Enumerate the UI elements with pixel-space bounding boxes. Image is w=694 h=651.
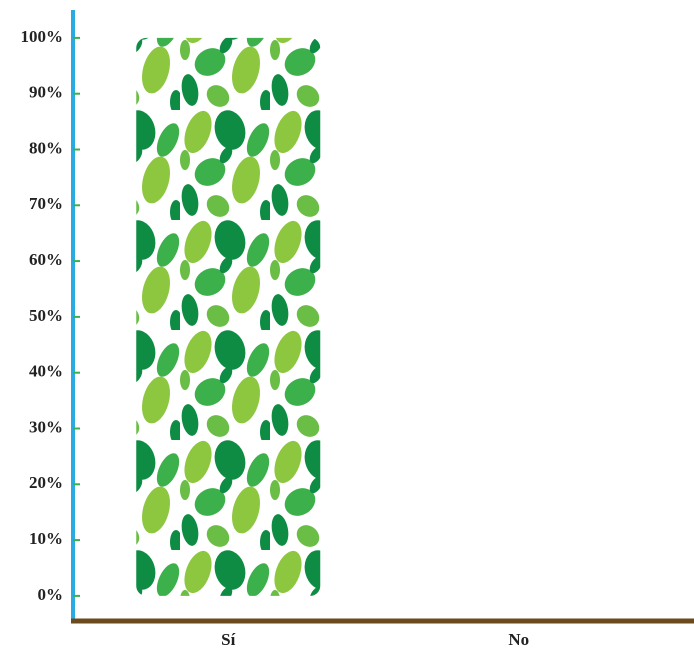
y-tick-label: 10% — [29, 529, 63, 548]
plot-area — [136, 37, 321, 596]
y-tick-label: 80% — [29, 138, 63, 157]
y-tick-label: 30% — [29, 417, 63, 436]
y-tick-label: 70% — [29, 194, 63, 213]
y-tick-label: 40% — [29, 362, 63, 381]
bar — [136, 37, 321, 596]
y-tick-label: 90% — [29, 83, 63, 102]
y-tick-label: 60% — [29, 250, 63, 269]
y-tick-label: 20% — [29, 473, 63, 492]
y-tick-label: 100% — [21, 27, 64, 46]
y-tick-label: 50% — [29, 306, 63, 325]
x-tick-label: No — [508, 630, 529, 649]
y-tick-label: 0% — [38, 585, 64, 604]
x-tick-label: Sí — [221, 630, 235, 649]
